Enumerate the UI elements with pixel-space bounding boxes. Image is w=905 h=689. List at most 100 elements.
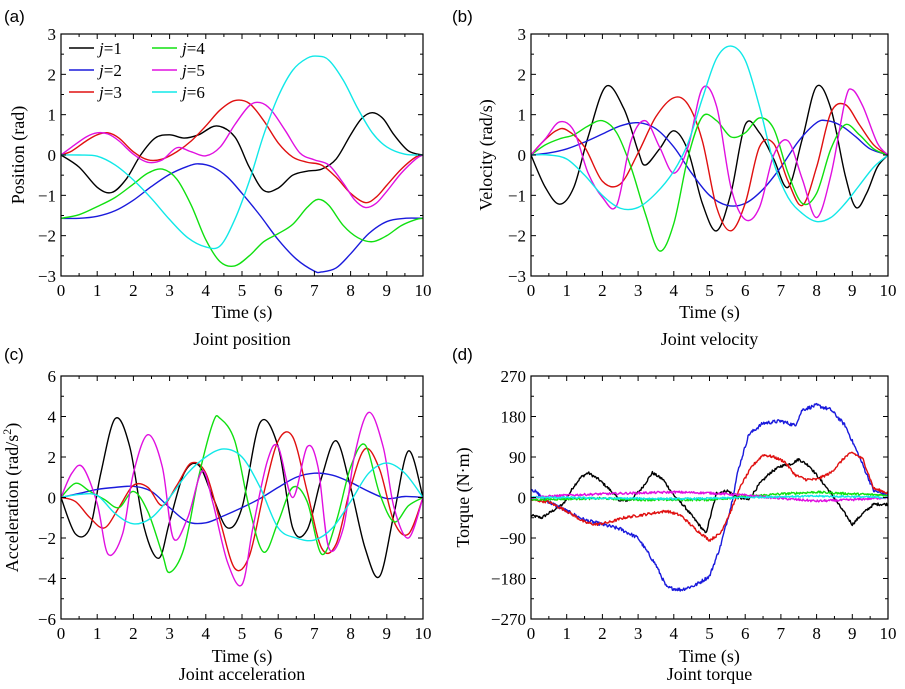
- series-line-j6: [61, 55, 423, 250]
- panel-caption: Joint position: [193, 329, 291, 349]
- y-tick-label: −4: [38, 570, 57, 589]
- panel-d: 0 1 2 3 4 5 6 7 8 9 10 270 180 90 0 −90 −180 −270 (d) Time …: [452, 345, 897, 684]
- y-tick-label: −1: [508, 186, 526, 205]
- series-line-j5: [531, 490, 888, 503]
- legend-item-j6: j=6: [152, 83, 205, 102]
- y-tick-label: −6: [38, 610, 56, 629]
- x-tick-label: 6: [274, 624, 283, 643]
- x-tick-label: 6: [741, 624, 750, 643]
- x-tick-label: 7: [777, 281, 786, 300]
- y-tick-label: 0: [48, 146, 57, 165]
- y-tick-label: −3: [508, 267, 526, 286]
- x-tick-label: 7: [777, 624, 786, 643]
- y-tick-label: −180: [491, 570, 526, 589]
- y-tick-label: 1: [518, 106, 527, 125]
- x-tick-label: 1: [562, 281, 571, 300]
- x-tick-label: 1: [562, 624, 571, 643]
- y-axis-label: Position (rad): [8, 106, 29, 205]
- x-tick-label: 6: [274, 281, 283, 300]
- x-tick-label: 3: [165, 624, 174, 643]
- x-tick-label: 4: [202, 281, 211, 300]
- x-tick-label: 1: [93, 624, 102, 643]
- panel-letter: (d): [452, 345, 473, 364]
- series-line-j3: [61, 431, 423, 572]
- y-axis-label: Acceleration (rad/s2): [0, 423, 23, 572]
- x-tick-label: 2: [598, 281, 607, 300]
- series-line-j6: [531, 45, 888, 223]
- legend-label: j=3: [97, 83, 122, 102]
- x-tick-label: 0: [527, 624, 536, 643]
- x-axis-label: Time (s): [212, 302, 273, 323]
- series-line-j5: [61, 101, 423, 209]
- y-tick-label: 0: [518, 146, 527, 165]
- x-tick-label: 3: [634, 624, 643, 643]
- y-tick-label: 90: [509, 448, 526, 467]
- y-tick-label: 3: [518, 25, 527, 44]
- legend-label: j=2: [97, 61, 122, 80]
- y-tick-label: 2: [48, 448, 57, 467]
- x-tick-label: 4: [670, 624, 679, 643]
- x-tick-label: 8: [812, 624, 821, 643]
- y-tick-label: 3: [48, 25, 57, 44]
- legend-item-j1: j=1: [69, 39, 122, 58]
- legend-label: j=6: [180, 83, 205, 102]
- x-tick-label: 4: [202, 624, 211, 643]
- panel-c: 0 1 2 3 4 5 6 7 8 9 10 6 4 2 0 −2 −4 −6 (c) Time (s)Joint a…: [0, 345, 432, 684]
- x-tick-label: 7: [310, 281, 319, 300]
- x-tick-label: 10: [880, 281, 897, 300]
- series-group: [61, 411, 423, 587]
- series-group: [531, 45, 888, 252]
- x-tick-label: 8: [346, 281, 355, 300]
- y-axis-label: Torque (N·m): [453, 447, 474, 547]
- series-line-j2: [531, 119, 888, 207]
- series-line-j3: [531, 451, 888, 542]
- x-tick-label: 8: [812, 281, 821, 300]
- x-tick-label: 5: [705, 281, 714, 300]
- y-tick-label: 270: [501, 367, 527, 386]
- series-line-j3: [61, 99, 423, 204]
- x-axis-label: Time (s): [212, 646, 273, 667]
- y-tick-label: −1: [38, 186, 56, 205]
- x-tick-label: 5: [705, 624, 714, 643]
- x-tick-label: 9: [383, 624, 392, 643]
- series-group: [61, 55, 423, 274]
- x-tick-label: 5: [238, 624, 247, 643]
- series-line-j1: [531, 458, 888, 534]
- y-tick-label: 2: [518, 65, 527, 84]
- series-line-j4: [531, 113, 888, 252]
- x-tick-label: 2: [129, 624, 138, 643]
- x-tick-label: 0: [57, 281, 66, 300]
- x-tick-label: 3: [634, 281, 643, 300]
- x-tick-label: 6: [741, 281, 750, 300]
- x-tick-label: 3: [165, 281, 174, 300]
- series-line-j2: [531, 402, 888, 592]
- series-group: [531, 402, 888, 592]
- x-tick-label: 7: [310, 624, 319, 643]
- legend-a: j=1 j=2 j=3 j=4 j=5 j=6: [69, 39, 205, 102]
- x-axis-label: Time (s): [679, 646, 740, 667]
- series-line-j5: [531, 85, 888, 222]
- y-tick-label: −270: [491, 610, 526, 629]
- y-tick-label: 0: [48, 489, 57, 508]
- legend-item-j4: j=4: [152, 39, 205, 58]
- x-tick-label: 5: [238, 281, 247, 300]
- y-tick-label: −3: [38, 267, 56, 286]
- series-line-j6: [531, 494, 888, 501]
- y-tick-label: 1: [48, 106, 57, 125]
- y-tick-label: 2: [48, 65, 57, 84]
- panel-letter: (c): [4, 345, 24, 364]
- series-line-j3: [531, 96, 888, 232]
- x-tick-label: 1: [93, 281, 102, 300]
- x-tick-label: 4: [670, 281, 679, 300]
- series-line-j5: [61, 411, 423, 587]
- series-line-j6: [61, 448, 423, 542]
- legend-label: j=4: [180, 39, 205, 58]
- x-tick-label: 10: [880, 624, 897, 643]
- legend-item-j2: j=2: [69, 61, 122, 80]
- panel-caption: Joint velocity: [661, 329, 759, 349]
- series-line-j1: [61, 111, 423, 194]
- y-tick-label: −2: [508, 227, 526, 246]
